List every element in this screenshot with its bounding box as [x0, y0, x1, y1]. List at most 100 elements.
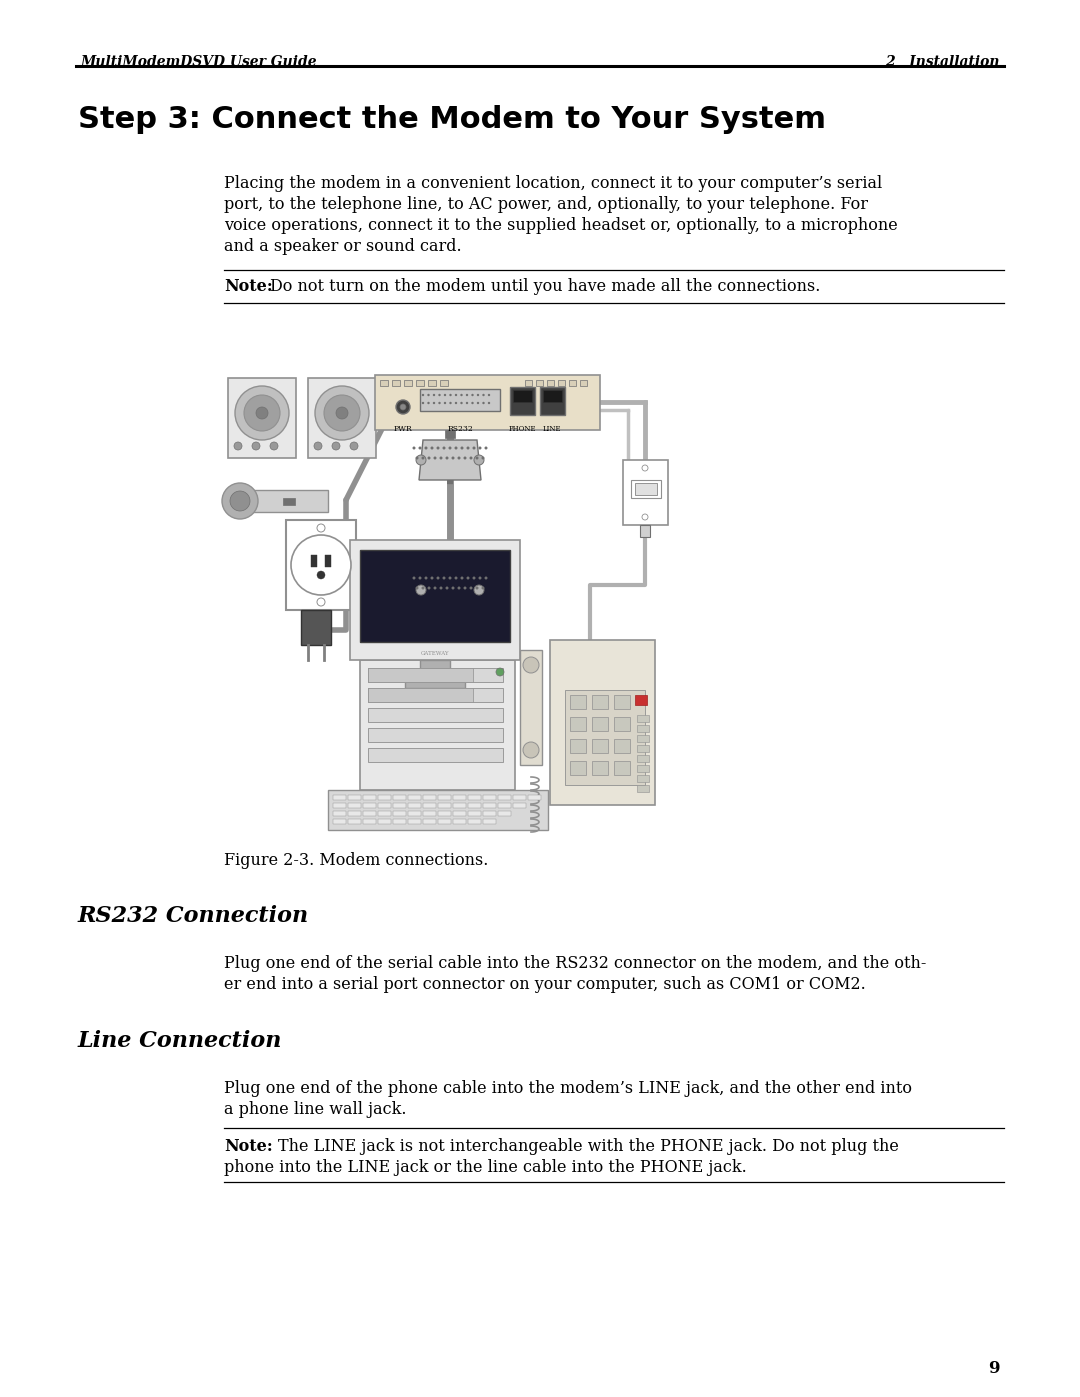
Bar — [440, 380, 448, 386]
Circle shape — [252, 441, 260, 450]
Circle shape — [436, 447, 440, 450]
Bar — [248, 490, 328, 511]
Circle shape — [234, 441, 242, 450]
Bar — [378, 812, 391, 816]
Bar — [363, 795, 376, 800]
Bar — [328, 789, 548, 830]
Bar — [378, 795, 391, 800]
Circle shape — [476, 402, 480, 404]
Bar — [378, 803, 391, 807]
Circle shape — [428, 402, 430, 404]
Circle shape — [455, 447, 458, 450]
Circle shape — [433, 587, 436, 590]
Text: Do not turn on the modem until you have made all the connections.: Do not turn on the modem until you have … — [270, 278, 821, 295]
Circle shape — [443, 577, 446, 580]
Text: GATEWAY: GATEWAY — [421, 651, 449, 657]
Circle shape — [448, 577, 451, 580]
Circle shape — [422, 402, 424, 404]
Bar — [408, 812, 421, 816]
Circle shape — [318, 598, 325, 606]
Circle shape — [523, 742, 539, 759]
Circle shape — [318, 571, 325, 578]
Circle shape — [424, 577, 428, 580]
Circle shape — [482, 457, 485, 460]
Bar — [420, 388, 500, 411]
Circle shape — [416, 455, 426, 465]
Bar — [510, 387, 535, 415]
Circle shape — [451, 587, 455, 590]
Bar — [368, 708, 503, 722]
Circle shape — [413, 577, 416, 580]
Bar — [615, 694, 630, 710]
Bar — [498, 795, 511, 800]
Text: PWR: PWR — [393, 425, 413, 433]
Bar — [615, 761, 630, 775]
Circle shape — [483, 394, 485, 397]
Text: Note:: Note: — [224, 1139, 273, 1155]
Circle shape — [482, 587, 485, 590]
Bar — [428, 380, 436, 386]
Text: Plug one end of the serial cable into the RS232 connector on the modem, and the : Plug one end of the serial cable into th… — [224, 956, 927, 972]
Bar — [498, 803, 511, 807]
Bar — [570, 761, 586, 775]
Circle shape — [475, 457, 478, 460]
Circle shape — [433, 394, 435, 397]
Bar — [350, 541, 519, 659]
Bar — [468, 819, 481, 824]
Bar — [283, 497, 295, 504]
Bar — [368, 668, 503, 682]
Bar — [393, 803, 406, 807]
Bar — [558, 380, 565, 386]
Circle shape — [419, 447, 421, 450]
Text: Plug one end of the phone cable into the modem’s LINE jack, and the other end in: Plug one end of the phone cable into the… — [224, 1080, 912, 1097]
Circle shape — [478, 447, 482, 450]
Circle shape — [428, 457, 431, 460]
Text: port, to the telephone line, to AC power, and, optionally, to your telephone. Fo: port, to the telephone line, to AC power… — [224, 196, 868, 212]
Circle shape — [428, 587, 431, 590]
Bar — [438, 812, 451, 816]
Bar — [498, 812, 511, 816]
Bar — [565, 690, 645, 785]
Bar — [536, 380, 543, 386]
Bar — [637, 735, 649, 742]
Circle shape — [416, 587, 419, 590]
Bar — [378, 819, 391, 824]
Bar — [637, 785, 649, 792]
Bar — [637, 775, 649, 782]
Text: RS232 Connection: RS232 Connection — [78, 905, 309, 928]
Bar — [570, 717, 586, 731]
Circle shape — [291, 535, 351, 595]
Bar — [546, 380, 554, 386]
Circle shape — [416, 585, 426, 595]
Bar — [580, 380, 588, 386]
Bar — [615, 717, 630, 731]
Bar — [423, 803, 436, 807]
Circle shape — [440, 587, 443, 590]
Bar — [513, 795, 526, 800]
Circle shape — [467, 577, 470, 580]
Text: voice operations, connect it to the supplied headset or, optionally, to a microp: voice operations, connect it to the supp… — [224, 217, 897, 235]
Circle shape — [318, 524, 325, 532]
Bar — [408, 795, 421, 800]
Bar — [635, 483, 657, 495]
Polygon shape — [419, 440, 481, 481]
Bar — [405, 680, 465, 687]
Circle shape — [350, 441, 357, 450]
Text: phone into the LINE jack or the line cable into the PHONE jack.: phone into the LINE jack or the line cab… — [224, 1160, 746, 1176]
Circle shape — [460, 447, 463, 450]
Bar — [483, 795, 496, 800]
Circle shape — [256, 407, 268, 419]
Bar — [468, 803, 481, 807]
Bar — [393, 812, 406, 816]
Bar — [363, 819, 376, 824]
Circle shape — [433, 402, 435, 404]
Circle shape — [460, 402, 462, 404]
Circle shape — [419, 577, 421, 580]
Circle shape — [465, 402, 469, 404]
Bar — [592, 694, 608, 710]
Circle shape — [475, 587, 478, 590]
Bar — [483, 812, 496, 816]
Text: a phone line wall jack.: a phone line wall jack. — [224, 1101, 406, 1118]
Bar — [637, 745, 649, 752]
Text: LINE: LINE — [543, 425, 562, 433]
